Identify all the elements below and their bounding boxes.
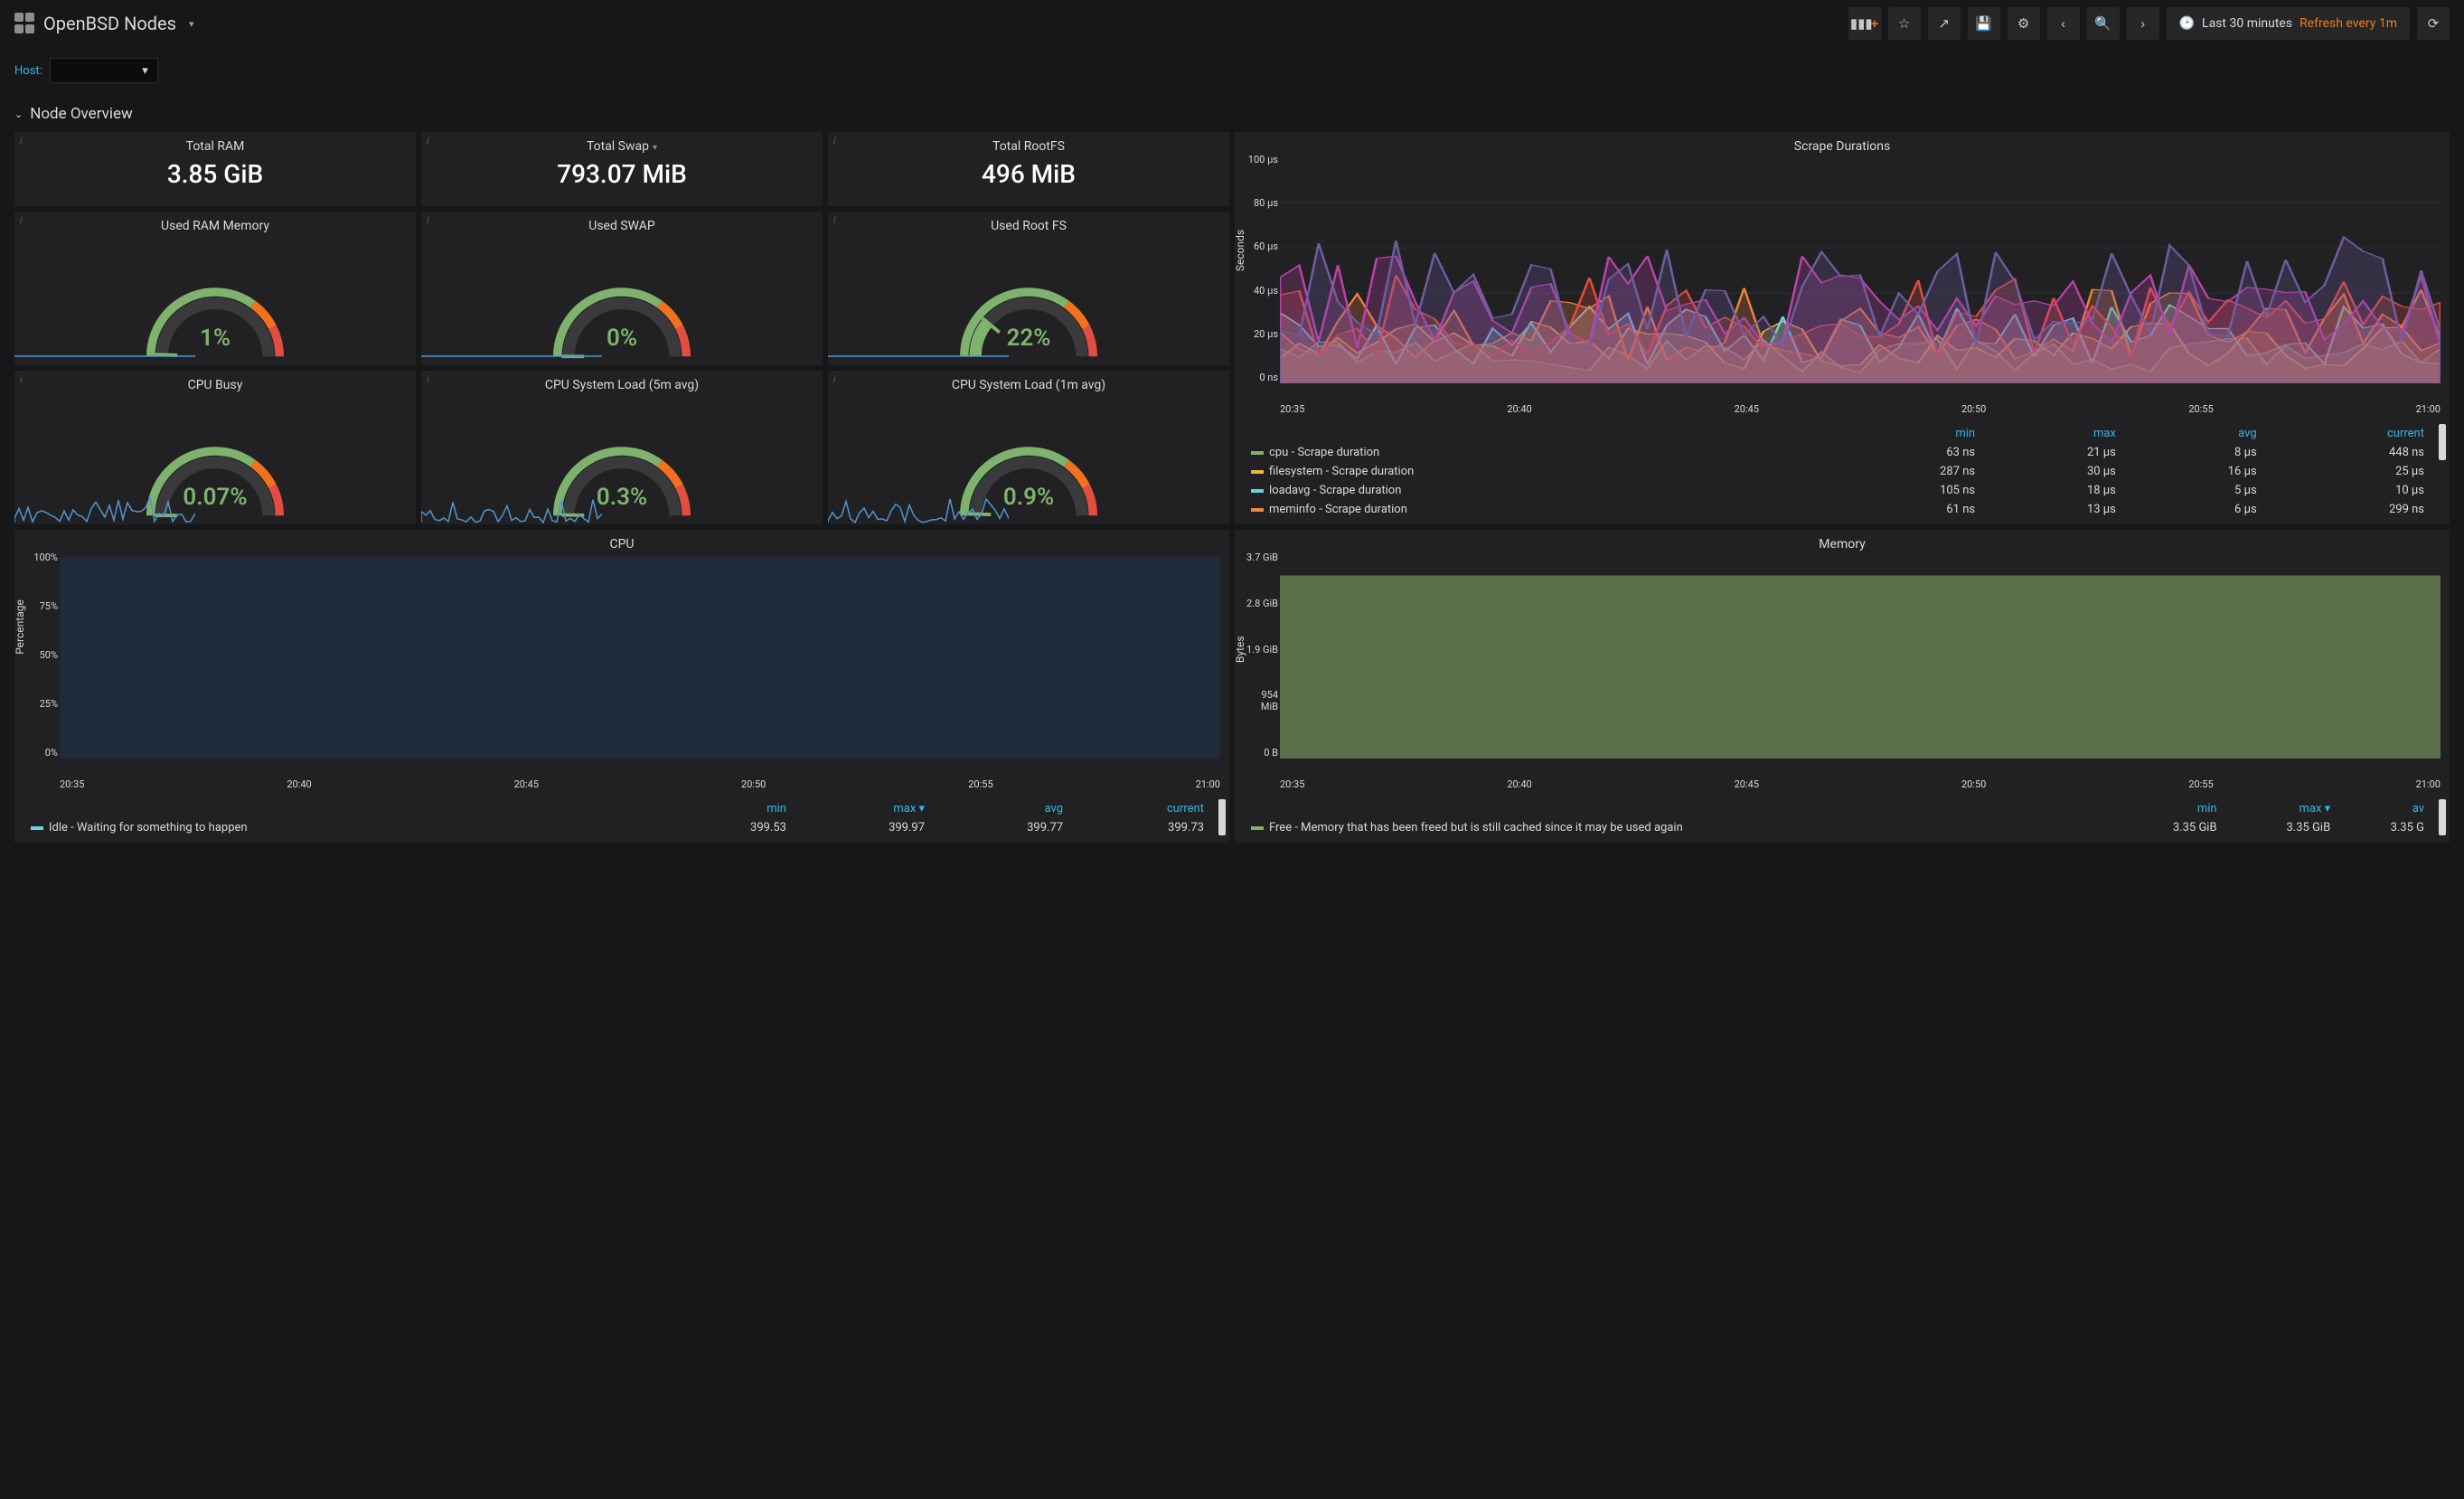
- info-icon: i: [20, 214, 23, 226]
- host-label: Host:: [14, 64, 42, 78]
- panel-title: CPU: [14, 530, 1229, 552]
- panel-title: Total RootFS: [828, 132, 1229, 154]
- caret-down-icon: ▾: [142, 64, 148, 78]
- scrollbar-thumb[interactable]: [1218, 799, 1226, 835]
- y-axis-ticks: 3.7 GiB2.8 GiB1.9 GiB954 MiB0 B: [1242, 552, 1278, 759]
- panel-title: Memory: [1235, 530, 2450, 552]
- caret-down-icon: ▾: [189, 18, 194, 30]
- panel-total-rootfs[interactable]: i Total RootFS 496 MiB: [828, 132, 1229, 206]
- template-variable-row: Host: ▾: [0, 47, 2464, 87]
- x-axis-ticks: 20:3520:4020:4520:5020:5521:00: [1235, 777, 2450, 794]
- save-icon: 💾: [1975, 15, 1992, 32]
- refresh-icon: ⟳: [2428, 15, 2440, 32]
- chart-area: Seconds 100 µs80 µs60 µs40 µs20 µs0 ns: [1235, 154, 2450, 401]
- info-icon: i: [833, 214, 836, 226]
- info-icon: i: [427, 214, 429, 226]
- panel-memory-chart[interactable]: Memory Bytes 3.7 GiB2.8 GiB1.9 GiB954 Mi…: [1235, 530, 2450, 843]
- dashboard-title-text: OpenBSD Nodes: [43, 13, 176, 34]
- info-icon: i: [427, 135, 429, 146]
- panel-used-rootfs[interactable]: i Used Root FS 22%: [828, 212, 1229, 365]
- zoom-out-icon: 🔍: [2094, 15, 2111, 32]
- x-axis-ticks: 20:3520:4020:4520:5020:5521:00: [14, 777, 1229, 794]
- x-axis-ticks: 20:3520:4020:4520:5020:5521:00: [1235, 401, 2450, 419]
- top-bar: OpenBSD Nodes ▾ ▮▮▮+ ☆ ↗ 💾 ⚙ ‹ 🔍 › 🕑 Las…: [0, 0, 2464, 47]
- scrollbar-thumb[interactable]: [2439, 799, 2446, 835]
- plus-icon: +: [1871, 16, 1879, 32]
- section-title: Node Overview: [30, 105, 133, 123]
- dashboard-title[interactable]: OpenBSD Nodes ▾: [43, 13, 193, 34]
- zoom-out-button[interactable]: 🔍: [2087, 7, 2120, 40]
- add-panel-button[interactable]: ▮▮▮+: [1848, 7, 1881, 40]
- dashboard-grid-icon[interactable]: [14, 13, 36, 34]
- panel-cpu-chart[interactable]: CPU Percentage 100%75%50%25%0% 20:3520:4…: [14, 530, 1229, 843]
- panel-title: CPU Busy: [14, 371, 416, 392]
- gauge: 0%: [421, 233, 823, 365]
- panel-grid: i Total RAM 3.85 GiB i Total Swap▾ 793.0…: [0, 132, 2464, 857]
- panel-used-ram[interactable]: i Used RAM Memory 1%: [14, 212, 416, 365]
- panel-used-swap[interactable]: i Used SWAP 0%: [421, 212, 823, 365]
- chart-area: Bytes 3.7 GiB2.8 GiB1.9 GiB954 MiB0 B: [1235, 552, 2450, 777]
- info-icon: i: [427, 373, 429, 385]
- plot: [60, 555, 1220, 759]
- plot: [1280, 555, 2440, 759]
- bar-chart-icon: ▮▮▮: [1850, 15, 1873, 32]
- time-forward-button[interactable]: ›: [2127, 7, 2159, 40]
- panel-title: Scrape Durations: [1235, 132, 2450, 154]
- stat-value: 3.85 GiB: [14, 159, 416, 189]
- gauge: 0.9%: [828, 392, 1229, 524]
- gauge: 22%: [828, 233, 1229, 365]
- settings-button[interactable]: ⚙: [2008, 7, 2040, 40]
- gauge: 0.07%: [14, 392, 416, 524]
- clock-icon: 🕑: [2179, 16, 2195, 31]
- panel-cpu-busy[interactable]: i CPU Busy 0.07%: [14, 371, 416, 524]
- panel-total-swap[interactable]: i Total Swap▾ 793.07 MiB: [421, 132, 823, 206]
- chart-area: Percentage 100%75%50%25%0%: [14, 552, 1229, 777]
- info-icon: i: [20, 373, 23, 385]
- panel-load-5m[interactable]: i CPU System Load (5m avg) 0.3%: [421, 371, 823, 524]
- share-icon: ↗: [1938, 15, 1950, 32]
- panel-load-1m[interactable]: i CPU System Load (1m avg) 0.9%: [828, 371, 1229, 524]
- share-button[interactable]: ↗: [1928, 7, 1961, 40]
- panel-title: Used SWAP: [421, 212, 823, 233]
- gear-icon: ⚙: [2017, 15, 2029, 32]
- caret-down-icon: ▾: [653, 143, 657, 153]
- gauge: 1%: [14, 233, 416, 365]
- panel-scrape-durations[interactable]: Scrape Durations Seconds 100 µs80 µs60 µ…: [1235, 132, 2450, 524]
- info-icon: i: [20, 135, 23, 146]
- panel-title: CPU System Load (1m avg): [828, 371, 1229, 392]
- refresh-interval-text: Refresh every 1m: [2299, 16, 2397, 31]
- time-range-picker[interactable]: 🕑 Last 30 minutes Refresh every 1m: [2167, 7, 2410, 40]
- gauge: 0.3%: [421, 392, 823, 524]
- info-icon: i: [833, 135, 836, 146]
- scrollbar-thumb[interactable]: [2439, 424, 2446, 460]
- section-header[interactable]: ⌄ Node Overview: [0, 87, 2464, 132]
- panel-total-ram[interactable]: i Total RAM 3.85 GiB: [14, 132, 416, 206]
- panel-title: Used Root FS: [828, 212, 1229, 233]
- panel-title: Used RAM Memory: [14, 212, 416, 233]
- plot: [1280, 157, 2440, 383]
- save-button[interactable]: 💾: [1968, 7, 2000, 40]
- legend-table: minmaxavgcurrentcpu - Scrape duration63 …: [1235, 419, 2450, 524]
- stat-value: 793.07 MiB: [421, 159, 823, 189]
- chevron-down-icon: ⌄: [14, 108, 23, 120]
- panel-title: Total Swap▾: [421, 132, 823, 154]
- host-select[interactable]: ▾: [50, 58, 158, 83]
- y-axis-ticks: 100 µs80 µs60 µs40 µs20 µs0 ns: [1242, 154, 1278, 383]
- star-icon: ☆: [1898, 15, 1910, 32]
- y-axis-ticks: 100%75%50%25%0%: [22, 552, 58, 759]
- star-button[interactable]: ☆: [1888, 7, 1921, 40]
- chevron-right-icon: ›: [2140, 16, 2145, 32]
- time-back-button[interactable]: ‹: [2047, 7, 2080, 40]
- stat-value: 496 MiB: [828, 159, 1229, 189]
- chevron-left-icon: ‹: [2061, 16, 2065, 32]
- panel-title: CPU System Load (5m avg): [421, 371, 823, 392]
- panel-title: Total RAM: [14, 132, 416, 154]
- legend-table: minmax ▾avgcurrentIdle - Waiting for som…: [14, 794, 1229, 843]
- legend-table: minmax ▾avFree - Memory that has been fr…: [1235, 794, 2450, 843]
- refresh-button[interactable]: ⟳: [2417, 7, 2450, 40]
- time-range-text: Last 30 minutes: [2202, 16, 2292, 31]
- info-icon: i: [833, 373, 836, 385]
